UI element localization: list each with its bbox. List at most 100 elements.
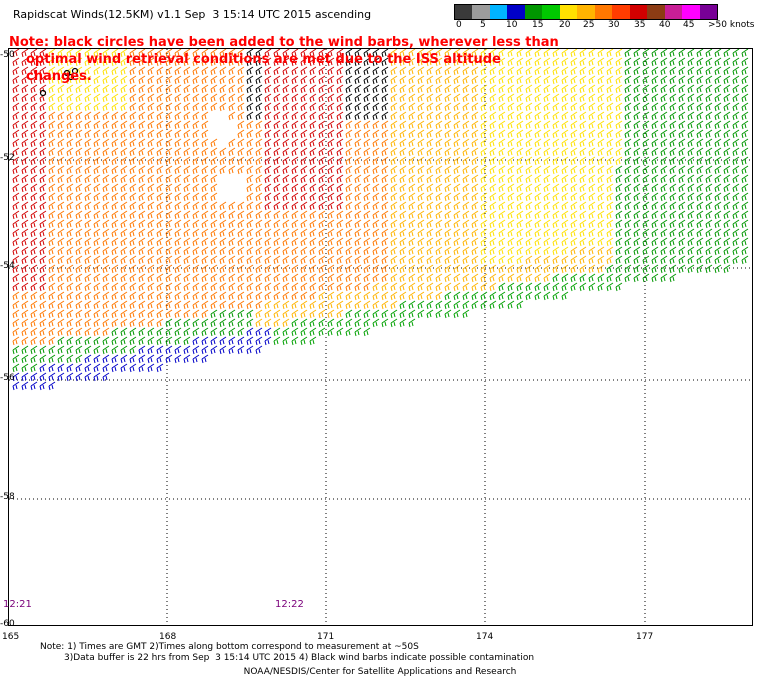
wind-barb xyxy=(642,165,650,175)
wind-barb xyxy=(120,345,128,355)
wind-barb xyxy=(534,156,542,166)
wind-barb xyxy=(336,246,344,256)
wind-barb xyxy=(471,165,479,175)
wind-barb xyxy=(174,291,182,301)
swath-time-left: 12:21 xyxy=(3,599,32,610)
wind-barb xyxy=(201,102,209,112)
wind-barb xyxy=(246,273,254,283)
wind-barb xyxy=(714,57,722,67)
wind-barb xyxy=(588,49,596,58)
wind-barb xyxy=(12,120,20,130)
wind-barb xyxy=(165,120,173,130)
wind-barb xyxy=(102,354,110,364)
wind-barb xyxy=(264,219,272,229)
wind-barb xyxy=(390,264,398,274)
wind-barb xyxy=(237,345,245,355)
wind-barb xyxy=(372,237,380,247)
wind-barb xyxy=(507,192,515,202)
wind-barb xyxy=(363,147,371,157)
wind-barb xyxy=(372,255,380,265)
wind-barb xyxy=(354,228,362,238)
wind-barb xyxy=(102,264,110,274)
wind-barb xyxy=(705,246,713,256)
wind-barb xyxy=(228,228,236,238)
wind-barb xyxy=(660,255,668,265)
wind-barb xyxy=(318,228,326,238)
wind-barb xyxy=(174,129,182,139)
wind-barb xyxy=(669,246,677,256)
wind-barb xyxy=(651,228,659,238)
wind-barb xyxy=(741,75,749,85)
wind-barb xyxy=(561,291,569,301)
wind-barb xyxy=(498,129,506,139)
wind-barb xyxy=(84,291,92,301)
wind-barb xyxy=(687,210,695,220)
wind-barb xyxy=(660,210,668,220)
wind-barb xyxy=(408,120,416,130)
wind-barb xyxy=(399,246,407,256)
wind-barb xyxy=(156,165,164,175)
wind-barb xyxy=(426,300,434,310)
wind-barb xyxy=(579,246,587,256)
wind-barb xyxy=(291,138,299,148)
wind-barb xyxy=(498,273,506,283)
wind-barb xyxy=(165,201,173,211)
wind-barb xyxy=(336,84,344,94)
wind-barb xyxy=(336,282,344,292)
wind-barb xyxy=(129,264,137,274)
wind-barb xyxy=(138,282,146,292)
wind-barb xyxy=(192,291,200,301)
wind-barb xyxy=(480,282,488,292)
wind-barb xyxy=(669,210,677,220)
wind-barb xyxy=(741,237,749,247)
wind-barb xyxy=(633,255,641,265)
wind-barb xyxy=(165,219,173,229)
wind-barb xyxy=(201,309,209,319)
wind-barb xyxy=(381,147,389,157)
wind-barb xyxy=(372,75,380,85)
wind-barb xyxy=(12,219,20,229)
wind-barb xyxy=(75,246,83,256)
wind-barb xyxy=(237,75,245,85)
wind-barb xyxy=(174,255,182,265)
wind-barb xyxy=(39,318,47,328)
wind-barb xyxy=(669,120,677,130)
wind-barb xyxy=(633,174,641,184)
wind-barb xyxy=(273,49,281,58)
wind-barb xyxy=(93,309,101,319)
wind-barb-map[interactable] xyxy=(8,48,753,626)
wind-barb xyxy=(300,210,308,220)
wind-barb xyxy=(363,273,371,283)
wind-barb xyxy=(147,93,155,103)
wind-barb xyxy=(264,201,272,211)
wind-barb xyxy=(75,318,83,328)
wind-barb xyxy=(435,129,443,139)
wind-barb xyxy=(327,165,335,175)
wind-barb xyxy=(264,156,272,166)
scale-label-7: 35 xyxy=(634,20,646,30)
wind-barb xyxy=(453,156,461,166)
wind-barb xyxy=(318,57,326,67)
wind-barb xyxy=(183,57,191,67)
wind-barb xyxy=(84,363,92,373)
wind-barb xyxy=(336,237,344,247)
wind-barb xyxy=(525,201,533,211)
wind-barb xyxy=(66,120,74,130)
wind-barb xyxy=(372,264,380,274)
wind-barb xyxy=(480,75,488,85)
wind-barb xyxy=(192,273,200,283)
wind-barb xyxy=(273,156,281,166)
wind-barb xyxy=(66,264,74,274)
wind-barb xyxy=(597,255,605,265)
wind-barb xyxy=(219,291,227,301)
wind-barb xyxy=(147,138,155,148)
wind-barb xyxy=(471,49,479,58)
wind-barb xyxy=(732,174,740,184)
wind-barb xyxy=(12,363,20,373)
wind-barb xyxy=(444,192,452,202)
wind-barb xyxy=(714,165,722,175)
wind-barb xyxy=(120,138,128,148)
wind-barb xyxy=(615,57,623,67)
wind-barb xyxy=(264,237,272,247)
wind-barb xyxy=(219,165,227,175)
